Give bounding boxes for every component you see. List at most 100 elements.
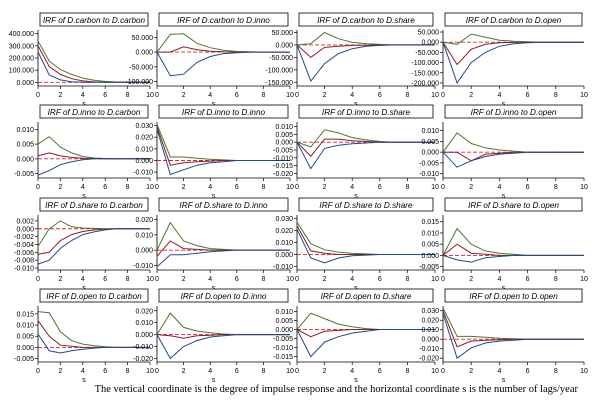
- x-tick-label: 0: [36, 184, 40, 191]
- y-tick-label: -0.010: [133, 170, 153, 177]
- x-tick-label: 2: [58, 184, 62, 191]
- panel-title: IRF of D.inno to D.inno: [182, 108, 266, 117]
- panel-title-box: [298, 104, 434, 119]
- panel-title-box: [298, 197, 434, 212]
- panel-title-box: [444, 197, 583, 212]
- y-tick-label: -0.010: [14, 266, 34, 273]
- lower-band-line: [156, 51, 290, 77]
- x-tick-label: 8: [261, 92, 265, 99]
- response-line: [157, 46, 290, 53]
- x-tick-label: 2: [182, 368, 186, 375]
- x-tick-label: 6: [103, 92, 107, 99]
- y-tick-label: 0.000: [421, 40, 439, 47]
- x-tick-label: 2: [182, 92, 186, 99]
- y-tick-label: 0.020: [275, 228, 293, 235]
- x-tick-label: 2: [469, 368, 473, 375]
- y-tick-label: 0.000: [421, 337, 439, 344]
- panel-title: IRF of D.carbon to D.open: [466, 16, 562, 25]
- irf-panel-6: IRF of D.inno to D.inno-0.0100.0000.0100…: [133, 104, 294, 200]
- x-tick-label: 8: [405, 368, 409, 375]
- x-tick-label: 8: [405, 276, 409, 283]
- x-tick-label: 8: [554, 184, 558, 191]
- x-tick-label: 6: [378, 368, 382, 375]
- lower-band-line: [296, 229, 435, 264]
- y-tick-label: 0.010: [135, 320, 153, 327]
- lower-band-line: [37, 333, 150, 354]
- x-axis-label: s: [354, 101, 358, 108]
- y-tick-label: 300.000: [9, 43, 34, 50]
- x-tick-label: 4: [81, 276, 85, 283]
- y-tick-label: 0.005: [16, 334, 34, 341]
- x-tick-label: 0: [441, 276, 445, 283]
- x-tick-label: 8: [261, 184, 265, 191]
- x-tick-label: 6: [526, 92, 530, 99]
- x-tick-label: 2: [323, 368, 327, 375]
- y-tick-label: -0.010: [419, 346, 439, 353]
- upper-band-line: [442, 307, 584, 340]
- x-tick-label: 10: [431, 368, 439, 375]
- y-tick-label: 0.000: [421, 253, 439, 260]
- y-tick-label: 0.010: [135, 232, 153, 239]
- x-axis-label: s: [502, 193, 506, 200]
- y-tick-label: -150.000: [411, 70, 439, 77]
- x-axis-label: s: [354, 285, 358, 292]
- upper-band-line: [296, 312, 435, 330]
- y-tick-label: -100.000: [265, 67, 293, 74]
- irf-panel-2: IRF of D.carbon to D.inno -100.000 -50.000…: [125, 12, 294, 108]
- x-tick-label: 6: [103, 184, 107, 191]
- y-tick-label: -0.004: [14, 242, 34, 249]
- x-tick-label: 2: [58, 368, 62, 375]
- panel-title: IRF of D.inno to D.carbon: [48, 108, 141, 117]
- y-tick-label: 0.015: [421, 219, 439, 226]
- y-tick-label: 0.000: [275, 42, 293, 49]
- x-tick-label: 2: [323, 184, 327, 191]
- response-line: [156, 334, 290, 339]
- y-tick-label: 400.000: [9, 31, 34, 38]
- x-axis-label: s: [82, 101, 86, 108]
- x-tick-label: 10: [580, 184, 588, 191]
- x-axis-label: s: [502, 101, 506, 108]
- y-tick-label: -0.010: [133, 263, 153, 270]
- response-line: [156, 240, 290, 257]
- panel-title-box: [158, 104, 289, 119]
- y-tick-label: 0.000: [16, 80, 34, 87]
- lower-band-line: [442, 254, 584, 263]
- irf-panel-11: IRF of D.share to D.share -0.010 0.000 0.01…: [273, 197, 439, 292]
- upper-band-line: [296, 221, 435, 255]
- x-tick-label: 0: [295, 276, 299, 283]
- x-tick-label: 6: [378, 92, 382, 99]
- y-tick-label: -50.000: [129, 64, 153, 71]
- y-tick-label: -50.000: [269, 55, 293, 62]
- y-tick-label: 0.005: [16, 142, 34, 149]
- x-tick-label: 4: [497, 184, 501, 191]
- y-tick-label: -0.010: [273, 345, 293, 352]
- y-tick-label: 50.000: [418, 30, 440, 37]
- y-tick-label: -0.006: [14, 250, 34, 257]
- y-tick-label: 0.010: [421, 327, 439, 334]
- x-tick-label: 6: [235, 92, 239, 99]
- x-tick-label: 10: [286, 368, 294, 375]
- x-tick-label: 0: [295, 92, 299, 99]
- x-tick-label: 4: [497, 92, 501, 99]
- lower-band-line: [442, 41, 584, 84]
- panel-title: IRF of D.inno to D.share: [322, 108, 411, 117]
- x-tick-label: 6: [103, 276, 107, 283]
- x-tick-label: 10: [431, 92, 439, 99]
- x-tick-label: 10: [146, 276, 154, 283]
- x-tick-label: 4: [350, 276, 354, 283]
- x-tick-label: 6: [103, 368, 107, 375]
- panel-title-box: [444, 12, 583, 27]
- panel-title: IRF of D.share to D.share: [319, 201, 413, 210]
- panel-title: IRF of D.carbon to D.share: [317, 16, 415, 25]
- x-axis-label: s: [212, 101, 216, 108]
- y-tick-label: -0.010: [273, 155, 293, 162]
- lower-band-line: [156, 249, 290, 268]
- x-tick-label: 8: [261, 276, 265, 283]
- panel-title-box: [444, 288, 583, 303]
- y-tick-label: 0.000: [135, 332, 153, 339]
- x-tick-label: 2: [323, 92, 327, 99]
- upper-band-line: [156, 312, 290, 336]
- x-tick-label: 0: [441, 368, 445, 375]
- x-tick-label: 10: [286, 92, 294, 99]
- x-tick-label: 4: [81, 92, 85, 99]
